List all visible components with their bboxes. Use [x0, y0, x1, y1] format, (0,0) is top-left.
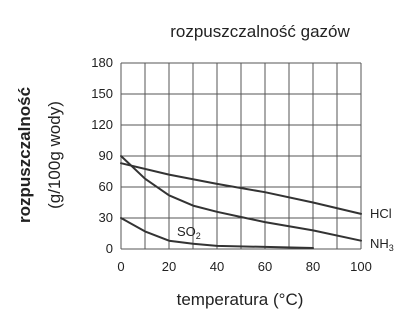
y-tick-label: 0 [106, 241, 113, 256]
y-axis-label: rozpuszczalność [15, 87, 34, 223]
y-axis-units: (g/100g wody) [45, 101, 64, 209]
series-line-hcl [120, 162, 362, 215]
x-tick-label: 60 [258, 259, 272, 274]
y-tick-label: 120 [91, 117, 113, 132]
series-label-so2-main: SO [177, 224, 196, 239]
y-tick-label: 60 [99, 179, 113, 194]
series-label-hcl: HCl [370, 206, 392, 221]
series-label-nh3: NH3 [370, 236, 394, 253]
series-label-so2: SO2 [177, 224, 201, 241]
x-ticks: 0 20 40 60 80 100 [117, 259, 371, 274]
series-line-so2 [120, 217, 314, 249]
y-ticks: 0 30 60 90 120 150 180 [91, 55, 113, 256]
series-label-nh3-sub: 3 [389, 243, 394, 253]
series-label-so2-sub: 2 [196, 231, 201, 241]
chart-title: rozpuszczalność gazów [170, 22, 350, 41]
series-lines [120, 155, 362, 249]
series-label-nh3-main: NH [370, 236, 389, 251]
x-tick-label: 100 [350, 259, 372, 274]
y-tick-label: 150 [91, 86, 113, 101]
x-tick-label: 40 [210, 259, 224, 274]
x-tick-label: 80 [306, 259, 320, 274]
series-line-nh3 [120, 155, 362, 242]
x-axis-label: temperatura (°C) [177, 290, 304, 309]
y-tick-label: 180 [91, 55, 113, 70]
grid [120, 62, 362, 250]
y-tick-label: 30 [99, 210, 113, 225]
y-tick-label: 90 [99, 148, 113, 163]
x-tick-label: 20 [162, 259, 176, 274]
x-tick-label: 0 [117, 259, 124, 274]
